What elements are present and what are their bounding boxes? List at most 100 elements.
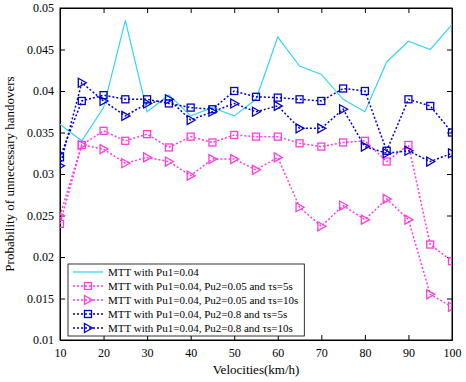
series-marker [361, 215, 369, 224]
x-tick: 40 [185, 335, 197, 360]
y-tick-label: 0.035 [27, 126, 54, 140]
series-marker [187, 133, 194, 140]
x-tick-mark [60, 8, 61, 13]
series-marker [60, 161, 65, 170]
y-tick-right [447, 299, 452, 300]
y-tick-mark [60, 340, 65, 341]
series-marker [449, 258, 453, 265]
series-marker [60, 211, 65, 220]
series-marker [253, 165, 261, 174]
y-tick-label: 0.045 [27, 43, 54, 57]
x-tick-mark [408, 8, 409, 13]
x-tick-mark [191, 8, 192, 13]
legend-box [68, 264, 304, 336]
y-tick-right [447, 216, 452, 217]
y-tick-mark [447, 340, 452, 341]
series-line [60, 83, 452, 166]
x-tick-mark [104, 8, 105, 13]
x-tick-mark [147, 8, 148, 13]
x-tick-label: 20 [98, 346, 110, 360]
x-tick-label: 40 [185, 346, 197, 360]
y-tick-label: 0.04 [33, 84, 54, 98]
y-tick-right [447, 91, 452, 92]
x-tick-label: 70 [316, 346, 328, 360]
y-tick-mark [60, 299, 65, 300]
series-marker [253, 133, 260, 140]
y-tick-label: 0.05 [33, 1, 54, 15]
y-tick-mark [447, 216, 452, 217]
legend: MTT with Pu1=0.04 MTT with Pu1=0.04, Pu2=… [68, 264, 304, 336]
series-marker [296, 96, 303, 103]
x-tick-label: 10 [55, 346, 67, 360]
series-marker [144, 99, 152, 108]
series-marker [144, 153, 152, 162]
x-tick: 20 [98, 335, 110, 360]
x-tick-top [147, 8, 148, 13]
series-marker [318, 97, 325, 104]
y-tick-right [447, 174, 452, 175]
x-tick: 30 [142, 335, 154, 360]
series-marker [383, 149, 391, 158]
y-tick-mark [60, 257, 65, 258]
y-tick: 0.03 [33, 167, 65, 181]
legend-marker [85, 324, 93, 333]
legend-item: MTT with Pu1=0.04, Pu2=0.05 and τs=5s [73, 280, 293, 292]
series-marker [340, 85, 347, 92]
x-tick-mark [365, 335, 366, 340]
series-marker [427, 102, 434, 109]
x-tick-mark [321, 335, 322, 340]
series-marker [427, 157, 435, 166]
y-tick: 0.04 [33, 84, 65, 98]
series-marker [209, 107, 217, 116]
x-tick: 90 [403, 335, 415, 360]
series-line [60, 20, 452, 140]
series-marker [165, 157, 173, 166]
series-marker [231, 155, 239, 164]
y-tick-label: 0.025 [27, 209, 54, 223]
x-tick-label: 100 [444, 346, 462, 360]
series-marker [318, 124, 326, 133]
legend-marker [85, 296, 93, 305]
y-tick: 0.045 [27, 43, 65, 57]
series-marker [361, 88, 368, 95]
legend-swatch [73, 313, 103, 314]
y-tick-label: 0.02 [33, 250, 54, 264]
series-marker [122, 111, 130, 120]
legend-label: MTT with Pu1=0.04, Pu2=0.8 and τs=5s [108, 308, 287, 320]
y-tick-mark [447, 91, 452, 92]
series-marker [296, 140, 303, 147]
series-marker [253, 107, 261, 116]
x-axis-top [61, 8, 453, 13]
series-marker [296, 124, 304, 133]
y-tick-mark [60, 133, 65, 134]
y-tick-right [447, 8, 452, 9]
legend-swatch [73, 327, 103, 328]
series-marker [122, 159, 130, 168]
y-tick-label: 0.03 [33, 167, 54, 181]
y-tick-label: 0.01 [33, 333, 54, 347]
x-tick-top [365, 8, 366, 13]
x-tick-top [60, 8, 61, 13]
y-tick-mark [60, 50, 65, 51]
y-tick-mark [447, 174, 452, 175]
legend-label: MTT with Pu1=0.04 [108, 266, 199, 278]
y-axis-line-right [452, 9, 453, 341]
legend-label: MTT with Pu1=0.04, Pu2=0.05 and τs=5s [108, 280, 293, 292]
series-marker [340, 201, 348, 210]
y-tick-mark [60, 91, 65, 92]
series-marker [209, 139, 216, 146]
series-marker [383, 194, 391, 203]
series-marker [318, 222, 326, 231]
legend-item: MTT with Pu1=0.04 [73, 266, 199, 278]
series-marker [318, 143, 325, 150]
plot: 1020304050607080901000.010.0150.020.0250… [27, 1, 462, 359]
series-marker [340, 139, 347, 146]
y-axis-title: Probability of unnecessary handovers [2, 76, 17, 271]
x-tick-label: 60 [272, 346, 284, 360]
series-marker [274, 153, 282, 162]
series-marker [449, 302, 453, 311]
series-marker [340, 105, 348, 114]
legend-label: MTT with Pu1=0.04, Pu2=0.8 and τs=10s [108, 322, 293, 334]
series-marker [274, 133, 281, 140]
legend-marker [85, 283, 92, 290]
